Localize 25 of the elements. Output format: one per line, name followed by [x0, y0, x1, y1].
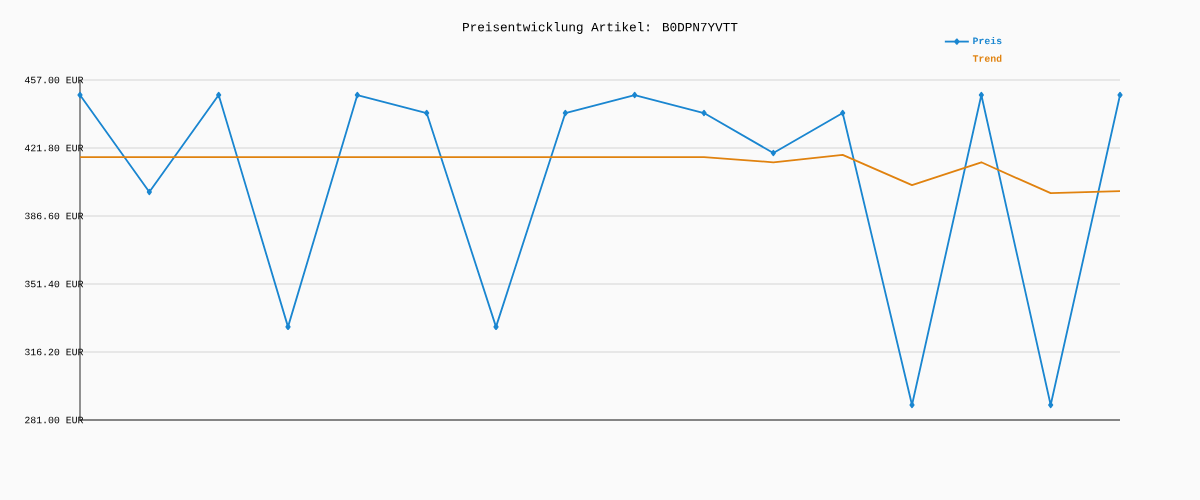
y-tick-label: 281.00 EUR	[25, 416, 84, 424]
point	[978, 91, 984, 99]
point	[354, 91, 360, 99]
point	[1117, 91, 1123, 99]
y-tick-label: 457.00 EUR	[24, 76, 84, 84]
y-tick-label: 351.40 EUR	[25, 280, 84, 288]
text: Trend	[972, 54, 1002, 62]
point	[562, 109, 568, 117]
point	[770, 149, 776, 157]
y-tick-label: 386.60 EUR	[25, 212, 84, 220]
point	[216, 91, 222, 99]
y-tick-label: 421.80 EUR	[24, 144, 84, 152]
point	[285, 323, 291, 331]
y-tick-label: 316.20 EUR	[25, 348, 84, 356]
point	[424, 109, 430, 117]
point	[77, 91, 83, 99]
point	[1048, 401, 1054, 409]
point	[701, 109, 707, 117]
chart-title: Preisentwicklung Artikel: B0DPN7YVTT	[463, 22, 738, 34]
point	[632, 91, 638, 99]
point	[840, 109, 846, 117]
point	[493, 323, 499, 331]
legend-label: Preis	[973, 36, 1002, 45]
point	[909, 401, 915, 409]
point	[146, 188, 152, 196]
